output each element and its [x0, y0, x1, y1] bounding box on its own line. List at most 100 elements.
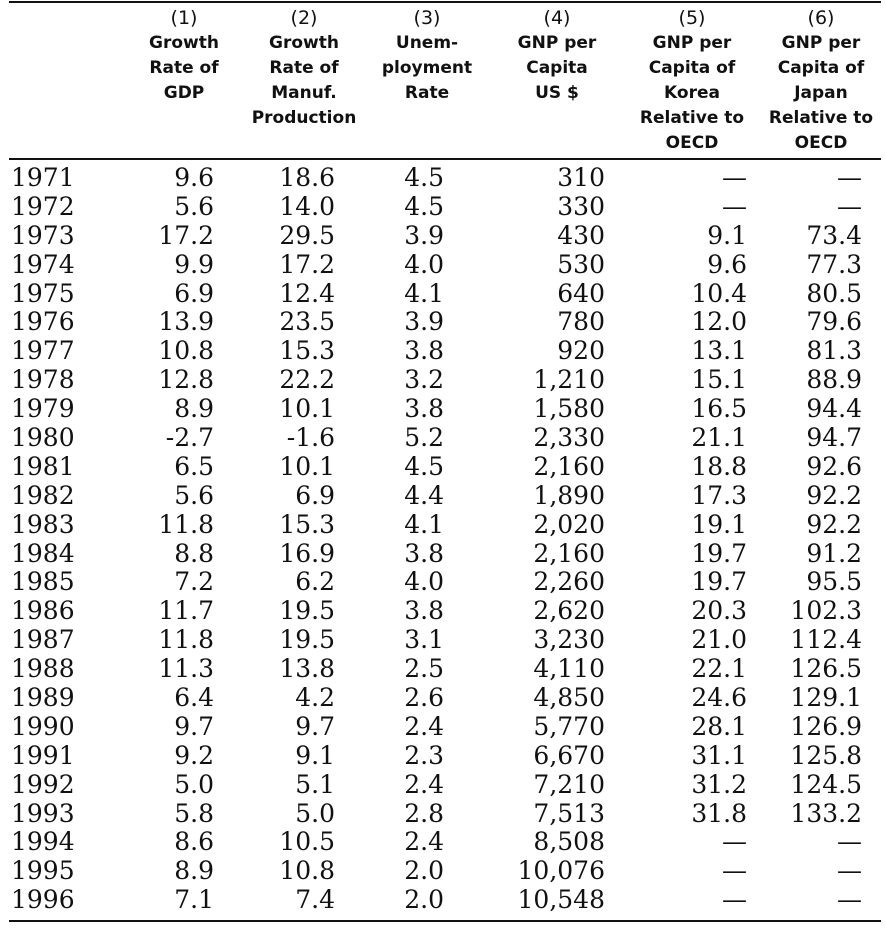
header-number: (6) — [807, 7, 835, 29]
table-row: 1988 11.3 13.8 2.5 4,110 22.1 126.5 — [9, 654, 881, 683]
gdp-growth-cell: 5.0 — [174, 769, 214, 799]
gnp-per-capita-cell: 1,210 — [533, 365, 605, 395]
year-cell: 1988 — [11, 654, 75, 684]
year-cell: 1990 — [11, 711, 75, 741]
korea-relative-cell: — — [722, 163, 747, 192]
header-label: Capita of — [648, 58, 736, 78]
manuf-growth-cell: -1.6 — [286, 423, 335, 453]
header-label: Rate of — [149, 58, 219, 78]
header-label: Manuf. — [271, 83, 337, 103]
year-cell: 1984 — [11, 538, 75, 568]
year-cell: 1974 — [11, 249, 75, 279]
table-row: 1978 12.8 22.2 3.2 1,210 15.1 88.9 — [9, 365, 881, 394]
korea-relative-cell: 19.7 — [691, 567, 747, 597]
table-bottom-rule — [9, 920, 881, 922]
korea-relative-cell: 13.1 — [691, 336, 747, 366]
japan-relative-cell: 88.9 — [806, 365, 862, 395]
header-label: Japan — [794, 83, 848, 103]
korea-relative-cell: 31.2 — [691, 769, 747, 799]
unemployment-cell: 2.4 — [404, 769, 444, 799]
japan-relative-cell: 92.2 — [806, 480, 862, 510]
korea-relative-cell: 9.1 — [707, 220, 747, 250]
year-cell: 1985 — [11, 567, 75, 597]
gnp-per-capita-cell: 310 — [557, 163, 605, 192]
gnp-per-capita-cell: 5,770 — [533, 711, 605, 741]
year-cell: 1980 — [11, 423, 75, 453]
gdp-growth-cell: 7.2 — [174, 567, 214, 597]
year-cell: 1977 — [11, 336, 75, 366]
gnp-per-capita-cell: 4,110 — [533, 654, 605, 684]
manuf-growth-cell: 15.3 — [279, 509, 335, 539]
manuf-growth-cell: 7.4 — [295, 885, 335, 915]
korea-relative-cell: 28.1 — [691, 711, 747, 741]
manuf-growth-cell: 4.2 — [295, 683, 335, 713]
table-row: 1975 6.9 12.4 4.1 640 10.4 80.5 — [9, 279, 881, 308]
table-row: 1990 9.7 9.7 2.4 5,770 28.1 126.9 — [9, 712, 881, 741]
manuf-growth-cell: 13.8 — [279, 654, 335, 684]
header-label: OECD — [665, 133, 719, 153]
gnp-per-capita-cell: 1,890 — [533, 480, 605, 510]
gdp-growth-cell: 17.2 — [158, 220, 214, 250]
unemployment-cell: 4.5 — [404, 191, 444, 221]
gdp-growth-cell: 9.7 — [174, 711, 214, 741]
korea-relative-cell: 19.7 — [691, 538, 747, 568]
gnp-per-capita-cell: 6,670 — [533, 740, 605, 770]
unemployment-cell: 4.0 — [404, 249, 444, 279]
japan-relative-cell: 73.4 — [806, 220, 862, 250]
unemployment-cell: 2.8 — [404, 798, 444, 828]
table-row: 1986 11.7 19.5 3.8 2,620 20.3 102.3 — [9, 596, 881, 625]
table-row: 1994 8.6 10.5 2.4 8,508 — — — [9, 827, 881, 856]
gdp-growth-cell: 11.8 — [158, 625, 214, 655]
header-label: Unem- — [395, 33, 459, 53]
header-label: GDP — [163, 83, 205, 103]
manuf-growth-cell: 10.8 — [279, 856, 335, 886]
gdp-growth-cell: 8.9 — [174, 856, 214, 886]
manuf-growth-cell: 22.2 — [279, 365, 335, 395]
korea-relative-cell: — — [722, 856, 747, 886]
table-row: 1971 9.6 18.6 4.5 310 — — — [9, 163, 881, 192]
header-japan-relative-oecd: (6) GNP per Capita of Japan Relative to … — [757, 6, 885, 156]
manuf-growth-cell: 16.9 — [279, 538, 335, 568]
table-top-rule — [9, 1, 881, 3]
japan-relative-cell: 112.4 — [790, 625, 862, 655]
gnp-per-capita-cell: 2,160 — [533, 538, 605, 568]
unemployment-cell: 2.4 — [404, 711, 444, 741]
gnp-per-capita-cell: 3,230 — [533, 625, 605, 655]
year-cell: 1996 — [11, 885, 75, 915]
japan-relative-cell: — — [837, 191, 862, 221]
unemployment-cell: 2.3 — [404, 740, 444, 770]
unemployment-cell: 3.9 — [404, 307, 444, 337]
gdp-growth-cell: 5.8 — [174, 798, 214, 828]
year-cell: 1992 — [11, 769, 75, 799]
unemployment-cell: 2.4 — [404, 827, 444, 857]
manuf-growth-cell: 15.3 — [279, 336, 335, 366]
korea-relative-cell: 21.0 — [691, 625, 747, 655]
gdp-growth-cell: 13.9 — [158, 307, 214, 337]
table-row: 1993 5.8 5.0 2.8 7,513 31.8 133.2 — [9, 799, 881, 828]
unemployment-cell: 4.1 — [404, 278, 444, 308]
unemployment-cell: 2.0 — [404, 856, 444, 886]
gdp-growth-cell: 12.8 — [158, 365, 214, 395]
header-korea-relative-oecd: (5) GNP per Capita of Korea Relative to … — [628, 6, 756, 156]
gnp-per-capita-cell: 430 — [557, 220, 605, 250]
table-row: 1991 9.2 9.1 2.3 6,670 31.1 125.8 — [9, 741, 881, 770]
table-row: 1977 10.8 15.3 3.8 920 13.1 81.3 — [9, 336, 881, 365]
table-row: 1996 7.1 7.4 2.0 10,548 — — — [9, 885, 881, 914]
manuf-growth-cell: 6.9 — [295, 480, 335, 510]
japan-relative-cell: 133.2 — [790, 798, 862, 828]
korea-relative-cell: 15.1 — [691, 365, 747, 395]
manuf-growth-cell: 29.5 — [279, 220, 335, 250]
table-row: 1983 11.8 15.3 4.1 2,020 19.1 92.2 — [9, 510, 881, 539]
unemployment-cell: 3.8 — [404, 538, 444, 568]
unemployment-cell: 4.5 — [404, 451, 444, 481]
japan-relative-cell: 92.6 — [806, 451, 862, 481]
unemployment-cell: 2.6 — [404, 683, 444, 713]
table-body: 1971 9.6 18.6 4.5 310— —1972 5.6 14.0 4.5 330— —19… — [9, 163, 881, 914]
manuf-growth-cell: 19.5 — [279, 596, 335, 626]
year-cell: 1978 — [11, 365, 75, 395]
manuf-growth-cell: 19.5 — [279, 625, 335, 655]
gnp-per-capita-cell: 640 — [557, 278, 605, 308]
gdp-growth-cell: 5.6 — [174, 480, 214, 510]
gdp-growth-cell: 9.9 — [174, 249, 214, 279]
japan-relative-cell: 95.5 — [806, 567, 862, 597]
